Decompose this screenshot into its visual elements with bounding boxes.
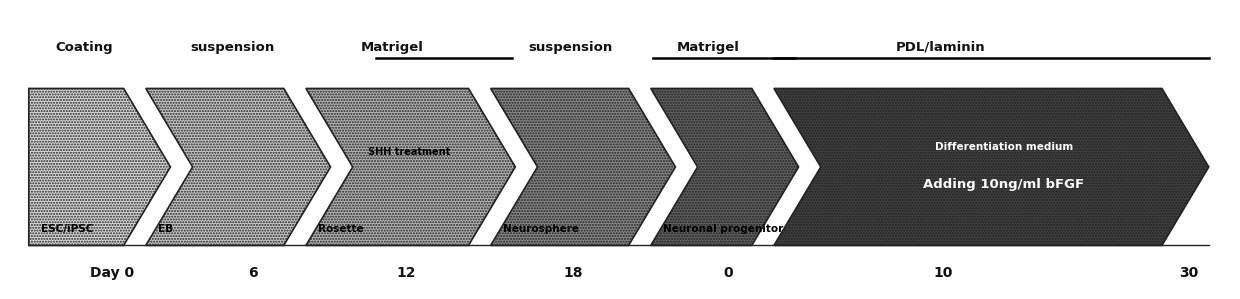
- Text: Coating: Coating: [56, 41, 113, 54]
- Text: Differentiation medium: Differentiation medium: [935, 142, 1073, 152]
- Polygon shape: [491, 89, 676, 245]
- Text: 0: 0: [724, 266, 733, 280]
- Text: 6: 6: [248, 266, 258, 280]
- Polygon shape: [651, 89, 799, 245]
- Text: ESC/iPSC: ESC/iPSC: [41, 224, 93, 234]
- Text: Adding 10ng/ml bFGF: Adding 10ng/ml bFGF: [923, 178, 1084, 191]
- Text: suspension: suspension: [528, 41, 613, 54]
- Text: EB: EB: [159, 224, 174, 234]
- Text: Matrigel: Matrigel: [361, 41, 424, 54]
- Polygon shape: [774, 89, 1209, 245]
- Text: 12: 12: [396, 266, 415, 280]
- Text: PDL/laminin: PDL/laminin: [895, 41, 985, 54]
- Text: Day 0: Day 0: [91, 266, 135, 280]
- Polygon shape: [306, 89, 516, 245]
- Polygon shape: [146, 89, 331, 245]
- Text: SHH treatment: SHH treatment: [367, 147, 450, 157]
- Text: 18: 18: [563, 266, 583, 280]
- Text: 10: 10: [932, 266, 952, 280]
- Text: Neuronal progenitor: Neuronal progenitor: [663, 224, 784, 234]
- Text: 30: 30: [1179, 266, 1199, 280]
- Text: Matrigel: Matrigel: [677, 41, 740, 54]
- Text: suspension: suspension: [190, 41, 274, 54]
- Text: Neurosphere: Neurosphere: [503, 224, 579, 234]
- Text: Rosette: Rosette: [319, 224, 363, 234]
- Polygon shape: [29, 89, 170, 245]
